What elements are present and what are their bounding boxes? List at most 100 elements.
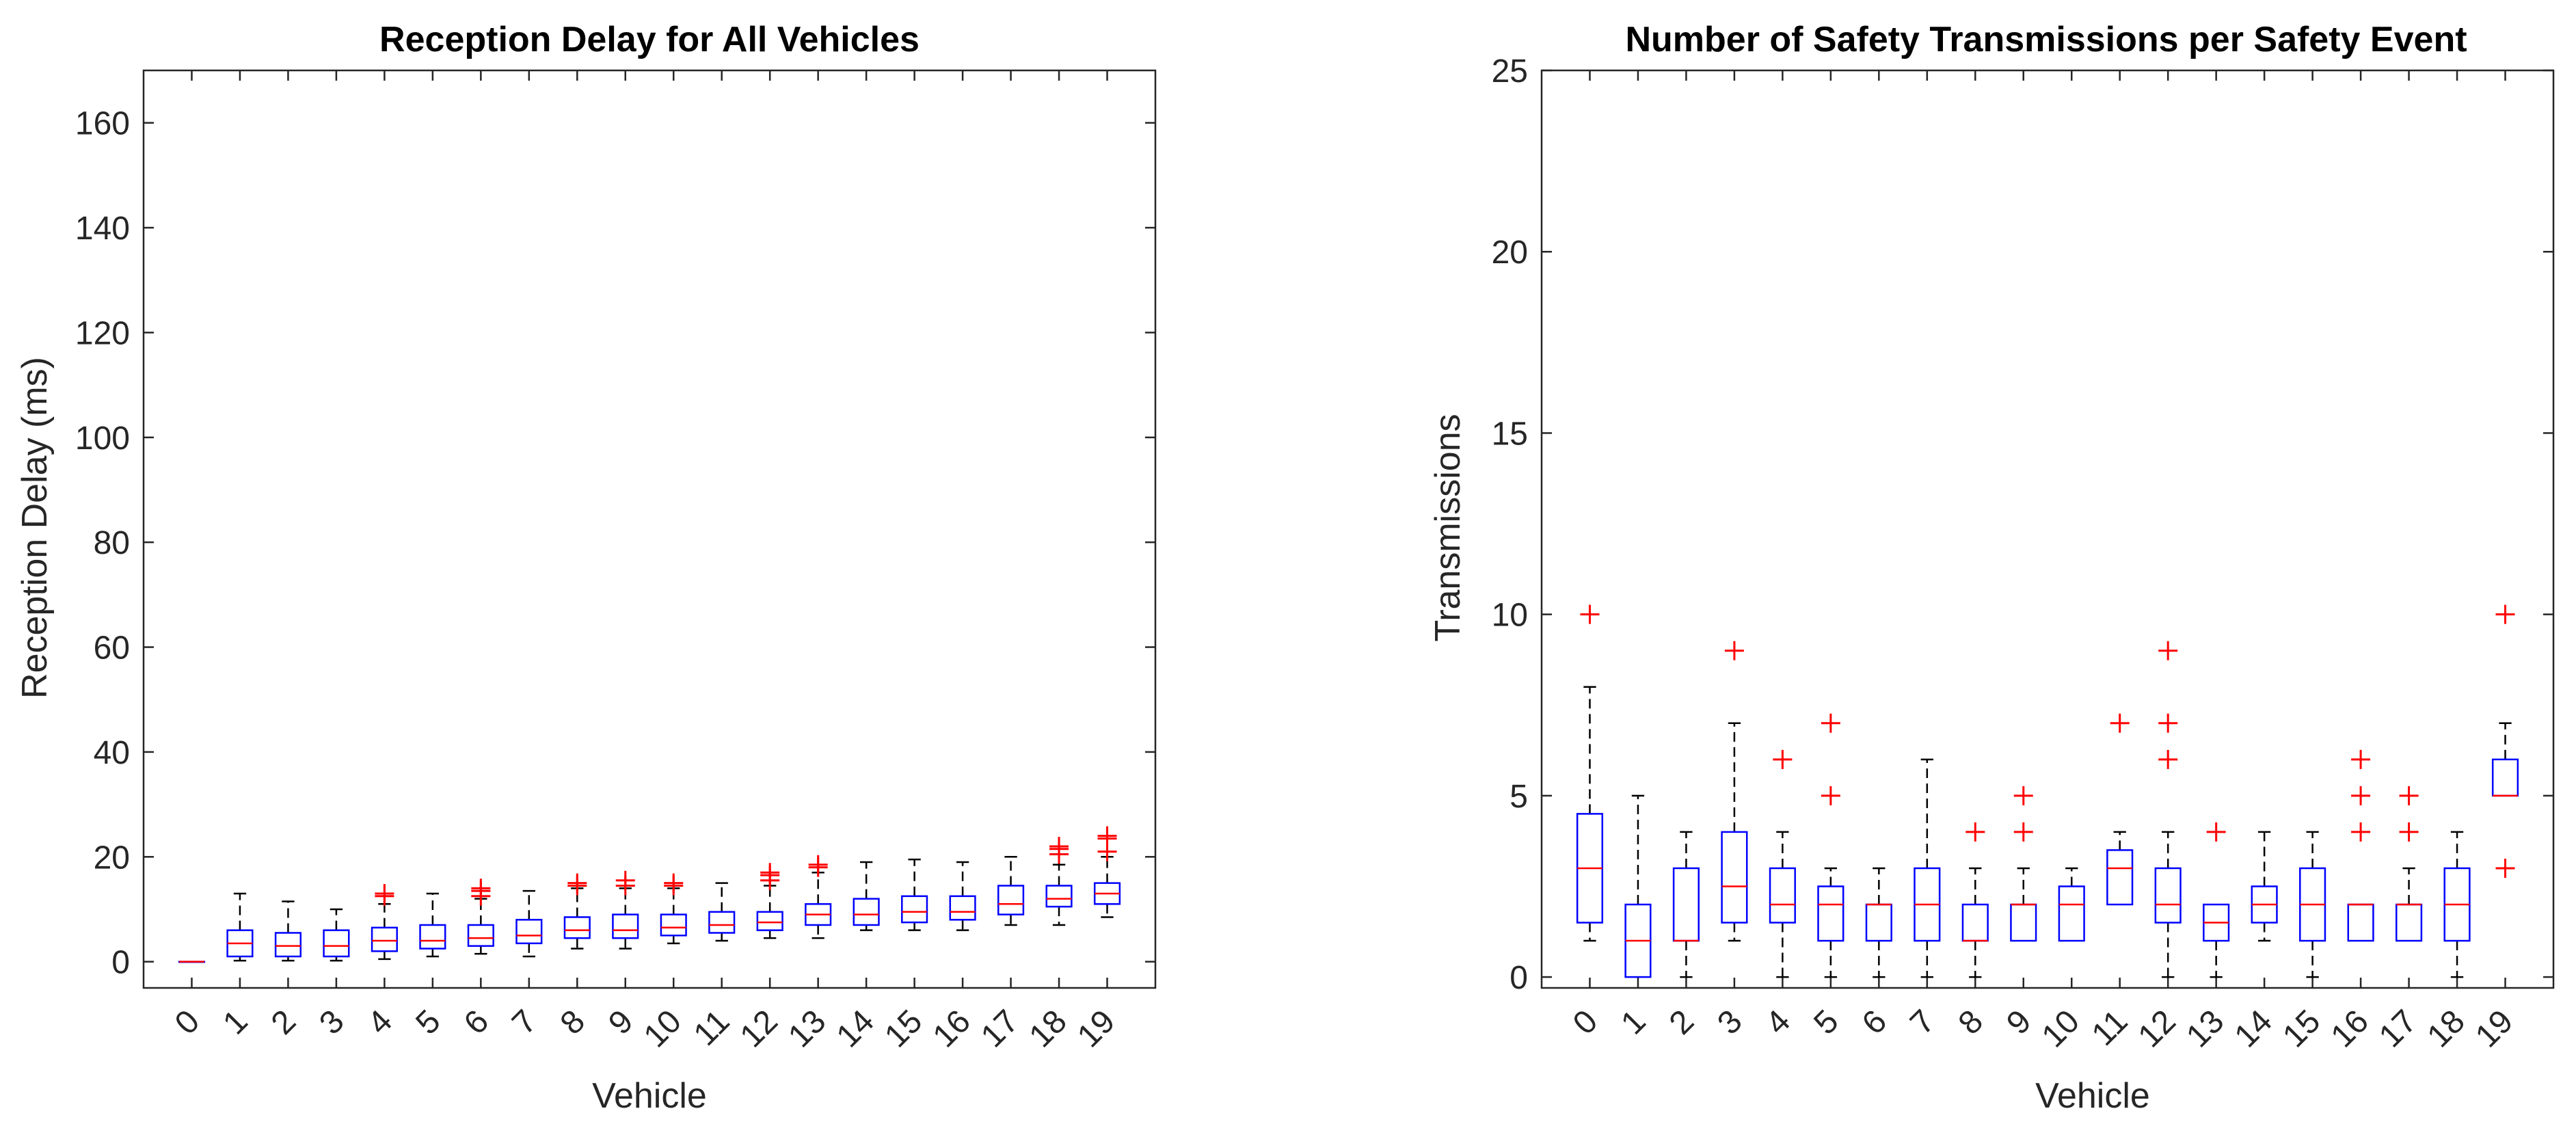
x-tick-label: 17 [2372, 1003, 2424, 1054]
box [853, 898, 880, 926]
outlier-marker [1773, 749, 1793, 769]
x-tick-label: 13 [781, 1003, 833, 1054]
box [563, 916, 591, 939]
box [1865, 903, 1892, 942]
x-axis-label: Vehicle [592, 1076, 707, 1116]
y-tick-label: 40 [94, 735, 130, 771]
box [515, 919, 543, 945]
box [323, 929, 350, 958]
y-tick-label: 0 [111, 945, 130, 981]
x-tick-label: 3 [312, 1003, 351, 1041]
safety-transmissions-chart: Number of Safety Transmissions per Safet… [1428, 20, 2555, 1116]
outlier-marker [760, 863, 780, 883]
outlier-marker [2351, 822, 2371, 842]
outlier-marker [1965, 822, 1985, 842]
box [660, 913, 687, 937]
x-tick-label: 8 [1952, 1003, 1990, 1041]
x-tick-label: 2 [1663, 1003, 1701, 1041]
outlier-marker [2495, 604, 2515, 624]
y-axis-label: Transmissions [1428, 414, 1468, 641]
x-tick-label: 16 [2324, 1003, 2376, 1054]
x-tick-label: 9 [602, 1003, 640, 1041]
x-tick-label: 6 [457, 1003, 496, 1041]
box [2347, 903, 2374, 942]
outlier-marker [2013, 786, 2033, 805]
chart-title: Reception Delay for All Vehicles [379, 20, 920, 59]
x-tick-label: 0 [1566, 1003, 1605, 1041]
outlier-marker [471, 879, 491, 898]
box [2154, 867, 2182, 924]
outlier-marker [2158, 641, 2178, 660]
axes-box [142, 69, 1157, 989]
y-tick-label: 20 [1492, 234, 1528, 271]
x-tick-label: 1 [216, 1003, 254, 1041]
box [612, 913, 639, 939]
box [467, 924, 494, 947]
outlier-marker [1049, 836, 1069, 856]
x-tick-label: 14 [2228, 1003, 2279, 1054]
y-tick-label: 0 [1510, 960, 1528, 996]
y-tick-label: 160 [75, 106, 130, 142]
y-tick-label: 100 [75, 420, 130, 457]
box [949, 895, 976, 921]
x-tick-label: 2 [265, 1003, 303, 1041]
y-tick-label: 80 [94, 525, 130, 561]
box [1961, 903, 1989, 942]
y-axis-label: Reception Delay (ms) [15, 357, 55, 699]
box [997, 885, 1025, 915]
outlier-marker [1724, 641, 1744, 660]
x-tick-label: 7 [1903, 1003, 1942, 1041]
outlier-marker [2110, 713, 2130, 733]
x-tick-label: 18 [1023, 1003, 1074, 1054]
box [2058, 885, 2085, 942]
x-tick-label: 3 [1710, 1003, 1749, 1041]
x-tick-label: 12 [734, 1003, 785, 1054]
outlier-marker [2158, 749, 2178, 769]
axes-box [1540, 69, 2555, 989]
box [708, 911, 736, 934]
box [1817, 885, 1844, 942]
outlier-marker [1580, 604, 1600, 624]
box [1672, 867, 1700, 942]
box [901, 895, 928, 924]
x-tick-label: 5 [409, 1003, 447, 1041]
x-tick-label: 11 [2085, 1003, 2135, 1053]
x-tick-label: 12 [2132, 1003, 2183, 1054]
box [274, 932, 302, 958]
chart-title: Number of Safety Transmissions per Safet… [1625, 20, 2467, 59]
outlier-marker [2495, 858, 2515, 878]
outlier-marker [2399, 786, 2419, 805]
outlier-marker [1821, 713, 1840, 733]
outlier-marker [1097, 826, 1117, 846]
box [2010, 903, 2037, 942]
x-tick-label: 0 [168, 1003, 206, 1041]
outlier-marker [375, 883, 394, 903]
reception-delay-chart: Reception Delay for All Vehicles Vehicle… [15, 20, 1157, 1116]
x-tick-label: 19 [1071, 1003, 1122, 1054]
x-tick-label: 1 [1614, 1003, 1652, 1041]
x-tick-label: 8 [554, 1003, 592, 1041]
outlier-marker [1821, 786, 1840, 805]
x-tick-label: 4 [1759, 1003, 1797, 1041]
y-tick-label: 20 [94, 840, 130, 876]
x-tick-label: 17 [974, 1003, 1025, 1054]
outlier-marker [567, 873, 587, 893]
outlier-marker [2013, 822, 2033, 842]
x-tick-label: 15 [2276, 1003, 2327, 1054]
x-tick-label: 18 [2421, 1003, 2472, 1054]
outlier-marker [2399, 822, 2419, 842]
x-tick-label: 4 [361, 1003, 399, 1041]
box [1045, 885, 1073, 908]
box [2395, 903, 2423, 942]
y-tick-label: 15 [1492, 416, 1528, 452]
x-tick-label: 9 [2000, 1003, 2038, 1041]
box [2106, 849, 2134, 906]
y-tick-label: 60 [94, 630, 130, 667]
x-tick-label: 10 [2035, 1003, 2087, 1054]
outlier-marker [808, 855, 828, 874]
box [756, 911, 783, 931]
box [1721, 831, 1748, 924]
x-tick-label: 11 [687, 1003, 737, 1053]
outlier-marker [2158, 713, 2178, 733]
y-tick-label: 10 [1492, 598, 1528, 634]
